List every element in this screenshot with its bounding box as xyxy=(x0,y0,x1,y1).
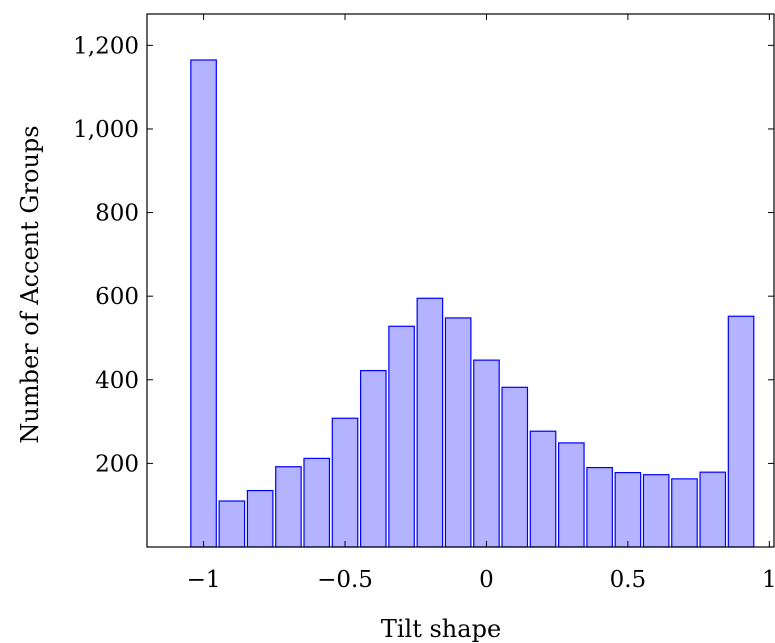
x-tick-label: 1 xyxy=(762,567,775,593)
bar xyxy=(190,59,217,548)
bar xyxy=(501,386,529,548)
bar xyxy=(557,442,585,548)
x-tick-label: −0.5 xyxy=(317,567,373,593)
y-tick-label: 600 xyxy=(95,284,139,310)
bar xyxy=(303,457,331,548)
bar xyxy=(642,474,670,548)
y-tick-label: 800 xyxy=(95,201,139,227)
y-axis-title: Number of Accent Groups xyxy=(16,125,44,443)
bar xyxy=(416,297,444,548)
bar xyxy=(388,325,415,548)
bar xyxy=(529,430,557,548)
plot-frame xyxy=(146,13,775,548)
bar xyxy=(246,489,274,548)
bar xyxy=(614,471,642,548)
bar xyxy=(699,471,727,548)
bar xyxy=(586,466,613,548)
bar xyxy=(444,317,472,548)
y-axis-ticks: 200 400 600 800 1,000 1,200 xyxy=(73,33,774,477)
bar xyxy=(671,478,698,548)
y-tick-label: 1,000 xyxy=(73,117,139,143)
bar xyxy=(275,466,302,548)
y-tick-label: 200 xyxy=(95,451,139,477)
bars-group xyxy=(190,59,755,548)
x-tick-label: 0 xyxy=(479,567,494,593)
x-axis-ticks: −1 −0.5 0 0.5 1 xyxy=(187,14,775,593)
bar xyxy=(359,369,387,548)
bar xyxy=(727,315,755,548)
bar xyxy=(218,500,246,548)
y-tick-label: 400 xyxy=(95,368,139,394)
bar xyxy=(473,359,500,548)
x-tick-label: 0.5 xyxy=(610,567,647,593)
y-tick-label: 1,200 xyxy=(73,33,139,59)
x-axis-title: Tilt shape xyxy=(381,615,501,643)
x-tick-label: −1 xyxy=(187,567,221,593)
bar xyxy=(331,417,359,548)
